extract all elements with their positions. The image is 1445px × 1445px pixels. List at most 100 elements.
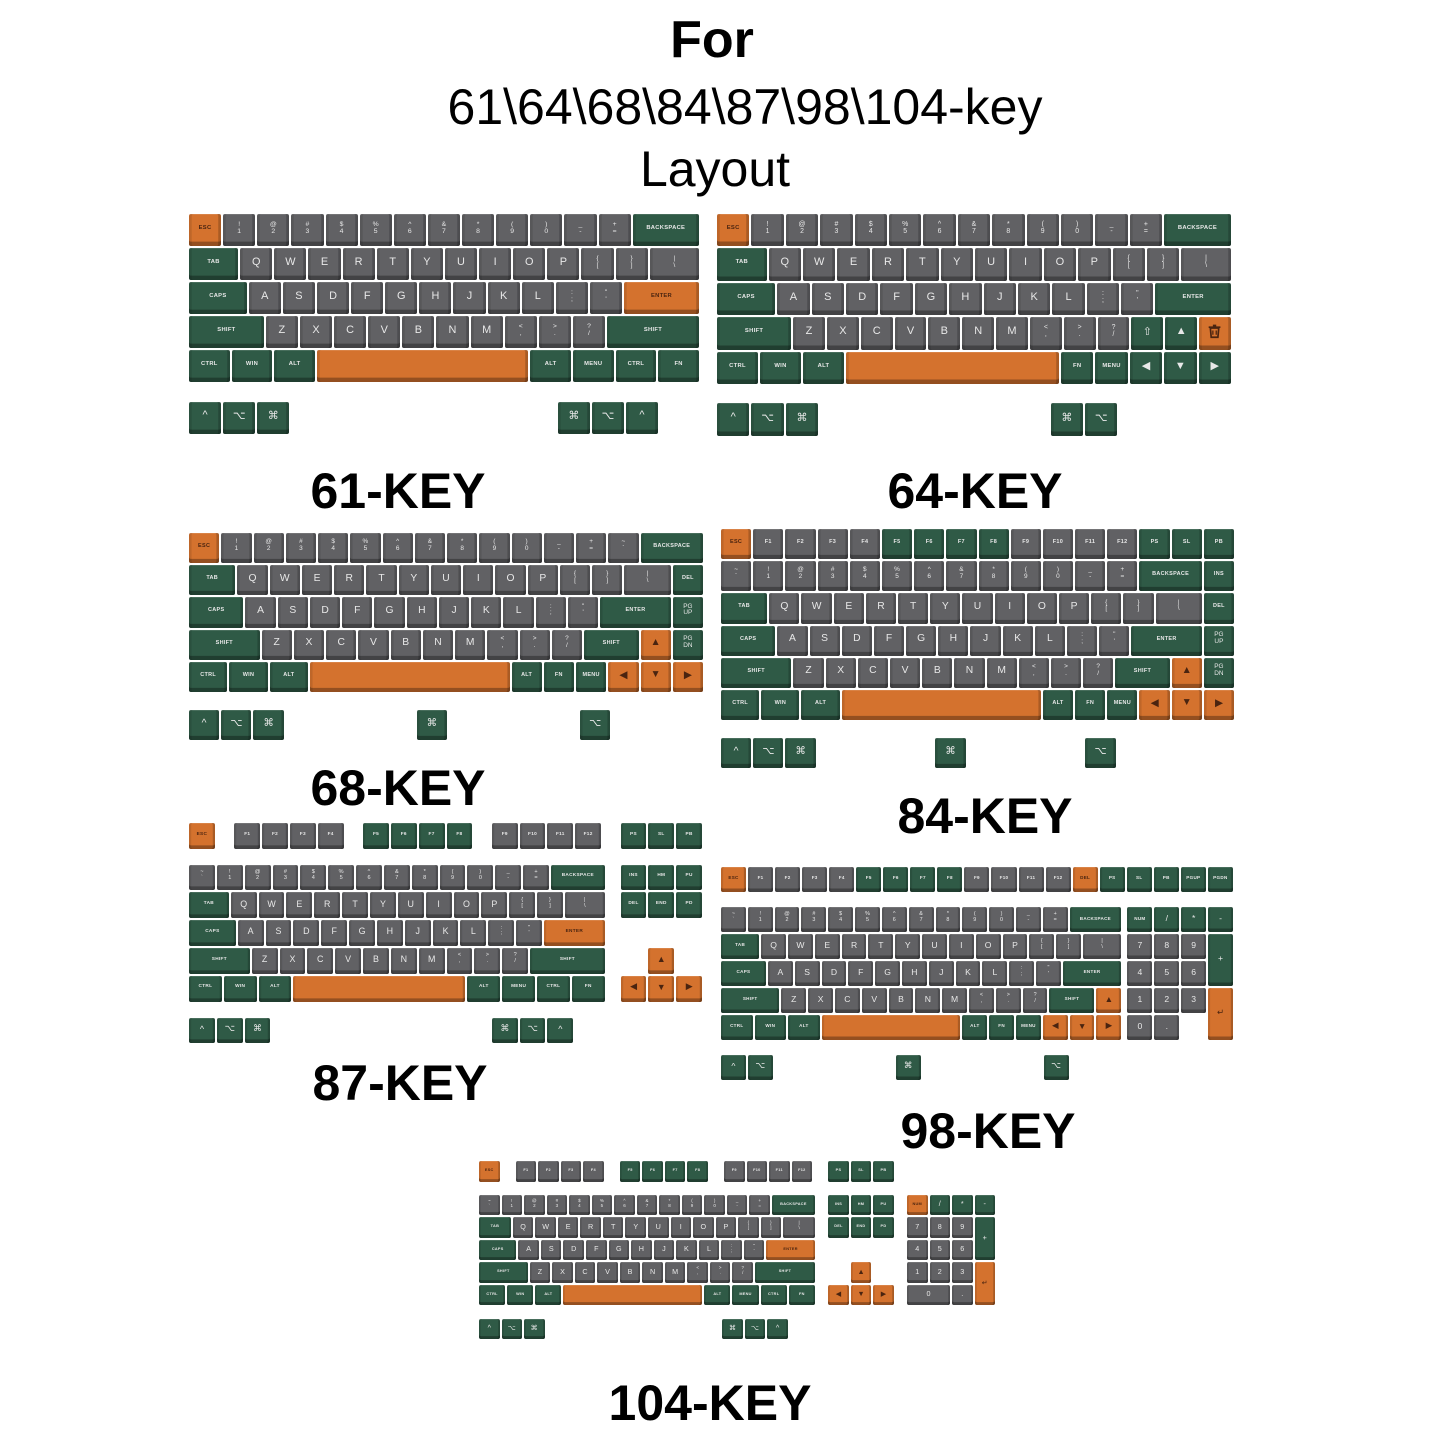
- key-legend: ) 0: [1000, 911, 1004, 924]
- keycap-face: ▼: [1171, 689, 1202, 721]
- keycap: 4: [906, 1239, 929, 1262]
- keycap-face: PB: [1203, 529, 1234, 560]
- key-group: F9 F10 F11 F12: [723, 1160, 813, 1183]
- key-legend: ( 9: [510, 220, 515, 235]
- key-legend: } ]: [1137, 598, 1140, 613]
- key-legend: * 8: [423, 868, 427, 881]
- keycap-face: ⌘: [253, 710, 284, 741]
- keycap: F12: [574, 822, 602, 850]
- key-legend: F11: [1026, 875, 1036, 881]
- keycap-face: # 3: [291, 214, 324, 247]
- keycap: @ 2: [523, 1194, 546, 1217]
- key-legend: 2: [1164, 993, 1170, 1004]
- key-legend: F7: [428, 831, 435, 837]
- keycap: ~ `: [607, 532, 639, 564]
- keycap: | \: [1180, 247, 1232, 281]
- keycap-face: ◀: [1129, 351, 1163, 384]
- keycap: P: [527, 564, 559, 596]
- key-legend: 1: [915, 1266, 920, 1276]
- keycap-face: < ,: [687, 1262, 708, 1283]
- key-legend: T: [909, 600, 917, 612]
- keycap: E: [833, 592, 865, 624]
- keycap: H: [937, 625, 969, 657]
- keycap: U: [397, 891, 425, 919]
- keycap: W: [269, 564, 301, 596]
- key-legend: ▲: [656, 954, 666, 965]
- keycap-face: ◀: [620, 975, 647, 1002]
- keycap-face: C: [326, 629, 357, 660]
- key-legend: Z: [273, 637, 280, 649]
- key-legend: N: [400, 954, 407, 965]
- key-legend: ⌘: [253, 1023, 262, 1034]
- keycap-face: H: [631, 1239, 652, 1261]
- key-legend: ALT: [815, 699, 827, 706]
- keycap: : ;: [487, 919, 515, 947]
- key-row: CAPS A S D F G H J K L: ; " ' ENTER PG UP: [188, 596, 704, 628]
- keycap-face: F11: [547, 823, 574, 849]
- key-legend: ) 0: [1056, 566, 1060, 581]
- keycap: H: [901, 960, 928, 987]
- key-legend: ⌥: [527, 1023, 538, 1034]
- key-legend: M: [482, 324, 492, 337]
- keycap: D: [845, 282, 879, 316]
- key-legend: 9: [960, 1221, 965, 1231]
- key-legend: 0: [926, 1289, 931, 1299]
- keycap: % 5: [591, 1194, 614, 1217]
- key-legend: Z: [261, 954, 268, 965]
- keycap-face: ALT: [801, 689, 840, 721]
- key-legend: & 7: [919, 911, 923, 924]
- keycap-face: TAB: [189, 248, 239, 281]
- keycap: : ;: [555, 281, 589, 315]
- keycap: TAB: [720, 592, 768, 624]
- keycap-face: # 3: [820, 214, 853, 247]
- key-legend: # 3: [830, 566, 835, 581]
- keycap: F11: [546, 822, 574, 850]
- keycap-face: T: [602, 1217, 624, 1238]
- keycap-face: [293, 975, 466, 1002]
- keycap-face: ▶: [1198, 351, 1231, 384]
- key-group: ^ ⌥ ⌘: [716, 402, 819, 436]
- keycap-face: S: [811, 282, 844, 316]
- key-legend: 6: [1191, 966, 1197, 977]
- keycap-face: 0: [1127, 1014, 1153, 1040]
- keycap: # 3: [819, 213, 853, 247]
- keycap-face: A: [518, 1239, 539, 1261]
- key-legend: ) 0: [478, 868, 482, 881]
- key-legend: F7: [919, 875, 926, 881]
- keycap-face: END: [850, 1217, 872, 1238]
- keycap: | \: [623, 564, 671, 596]
- keycap: MENU: [1015, 1014, 1042, 1041]
- keycap: ^ 6: [355, 864, 383, 892]
- key-legend: * 8: [668, 1197, 671, 1208]
- keycap: { [: [737, 1216, 760, 1239]
- keycap: _ -: [494, 864, 522, 892]
- key-legend: > .: [485, 952, 489, 965]
- keycap: BACKSPACE: [550, 864, 606, 892]
- keycap-face: F8: [937, 867, 963, 892]
- keycap: ^ 6: [382, 532, 414, 564]
- keyboard-band: ^ ⌥ ⌘ ⌘ ⌥: [720, 737, 1235, 769]
- key-legend: P: [559, 255, 568, 268]
- key-legend: F2: [784, 875, 791, 881]
- key-legend: F: [858, 966, 864, 977]
- keycap: ! 1: [501, 1194, 524, 1217]
- keycap-face: Z: [261, 629, 292, 660]
- key-legend: C: [346, 324, 355, 337]
- keycap-face: ⌘: [785, 738, 816, 769]
- keycap-face: ⌘: [244, 1017, 271, 1044]
- key-legend: & 7: [645, 1197, 649, 1208]
- keycap: -: [1207, 906, 1234, 933]
- key-legend: SHIFT: [559, 956, 575, 962]
- key-legend: K: [482, 604, 490, 616]
- key-legend: % 5: [372, 220, 379, 235]
- keycap-face: < ,: [1018, 657, 1049, 688]
- keycap-face: TAB: [721, 934, 760, 960]
- keycap-face: F4: [829, 867, 855, 892]
- keycap: J: [653, 1239, 676, 1262]
- key-legend: SHIFT: [1133, 667, 1152, 674]
- keycap: Z: [261, 629, 293, 661]
- key-legend: A: [261, 290, 269, 303]
- keycap: ENTER: [599, 596, 672, 628]
- keycap: + =: [522, 864, 550, 892]
- keycap: ) 0: [1060, 213, 1094, 247]
